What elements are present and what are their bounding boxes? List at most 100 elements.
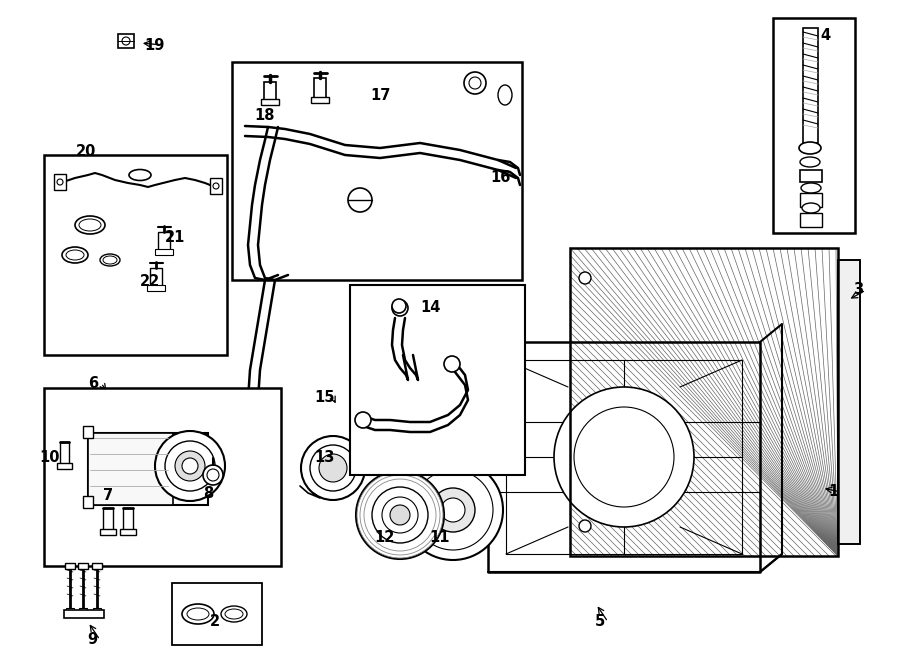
Bar xyxy=(83,496,93,508)
Ellipse shape xyxy=(129,169,151,180)
Text: 13: 13 xyxy=(315,451,335,465)
Circle shape xyxy=(319,454,347,482)
Text: 20: 20 xyxy=(76,145,96,159)
Ellipse shape xyxy=(464,72,486,94)
Ellipse shape xyxy=(801,183,821,193)
Bar xyxy=(210,178,222,194)
Circle shape xyxy=(207,469,219,481)
Bar xyxy=(570,248,838,556)
Ellipse shape xyxy=(799,142,821,154)
Ellipse shape xyxy=(75,216,105,234)
Ellipse shape xyxy=(66,250,84,260)
Ellipse shape xyxy=(62,247,88,263)
Text: 19: 19 xyxy=(145,38,166,52)
Bar xyxy=(83,426,93,438)
Text: 11: 11 xyxy=(430,531,450,545)
Text: 8: 8 xyxy=(202,485,213,500)
Text: 6: 6 xyxy=(88,375,98,391)
Bar xyxy=(800,170,822,182)
Circle shape xyxy=(213,183,219,189)
Bar xyxy=(232,62,522,280)
Circle shape xyxy=(203,465,223,485)
Bar xyxy=(103,508,113,530)
Bar xyxy=(350,285,525,475)
Circle shape xyxy=(554,387,694,527)
Text: 7: 7 xyxy=(103,488,113,502)
Bar xyxy=(150,268,162,286)
Bar xyxy=(147,285,165,291)
Circle shape xyxy=(355,412,371,428)
Ellipse shape xyxy=(100,254,120,266)
Bar xyxy=(60,442,69,464)
Circle shape xyxy=(579,520,591,532)
Ellipse shape xyxy=(79,219,101,231)
Bar xyxy=(800,213,822,227)
Bar xyxy=(44,388,281,566)
Circle shape xyxy=(382,497,418,533)
Bar xyxy=(92,563,102,569)
Bar xyxy=(100,529,116,535)
Circle shape xyxy=(579,272,591,284)
Ellipse shape xyxy=(103,256,117,264)
Circle shape xyxy=(444,356,460,372)
Circle shape xyxy=(175,451,205,481)
Text: 3: 3 xyxy=(853,282,863,297)
Circle shape xyxy=(122,37,130,45)
Bar xyxy=(65,563,75,569)
Bar xyxy=(78,563,88,569)
Circle shape xyxy=(244,399,262,417)
Bar xyxy=(311,97,329,103)
Bar xyxy=(803,28,818,143)
Bar xyxy=(800,193,822,207)
Bar xyxy=(44,155,227,355)
Text: 9: 9 xyxy=(87,633,97,648)
Ellipse shape xyxy=(247,436,259,444)
Text: 16: 16 xyxy=(490,169,510,184)
Circle shape xyxy=(390,505,410,525)
Text: 4: 4 xyxy=(820,28,830,42)
Ellipse shape xyxy=(182,604,214,624)
Text: 14: 14 xyxy=(419,301,440,315)
Ellipse shape xyxy=(498,85,512,105)
Bar xyxy=(66,608,74,613)
Bar xyxy=(261,99,279,105)
Bar xyxy=(773,18,855,233)
Bar xyxy=(54,174,66,190)
Text: 21: 21 xyxy=(165,231,185,245)
Circle shape xyxy=(431,488,475,532)
Bar xyxy=(264,82,276,100)
Circle shape xyxy=(182,458,198,474)
Bar xyxy=(123,508,133,530)
Circle shape xyxy=(392,300,408,316)
Circle shape xyxy=(413,470,493,550)
Circle shape xyxy=(165,441,215,491)
Text: 12: 12 xyxy=(374,531,395,545)
Ellipse shape xyxy=(800,157,820,167)
Circle shape xyxy=(403,460,503,560)
Bar xyxy=(64,610,104,618)
Circle shape xyxy=(348,188,372,212)
Circle shape xyxy=(356,471,444,559)
Bar xyxy=(158,232,170,250)
Circle shape xyxy=(392,299,406,313)
Circle shape xyxy=(301,436,365,500)
Bar xyxy=(57,463,72,469)
Circle shape xyxy=(155,431,225,501)
Text: 2: 2 xyxy=(210,615,220,629)
Ellipse shape xyxy=(802,203,820,213)
Text: 17: 17 xyxy=(370,87,391,102)
Bar xyxy=(838,260,860,544)
Bar xyxy=(79,608,87,613)
Circle shape xyxy=(396,304,404,312)
Bar xyxy=(314,78,326,98)
Text: 18: 18 xyxy=(255,108,275,122)
Circle shape xyxy=(310,445,356,491)
Text: 10: 10 xyxy=(40,451,60,465)
Circle shape xyxy=(441,498,465,522)
Bar xyxy=(570,248,838,556)
Bar xyxy=(118,34,134,48)
Ellipse shape xyxy=(469,77,481,89)
Ellipse shape xyxy=(221,606,247,622)
Text: 15: 15 xyxy=(315,391,335,405)
Bar xyxy=(120,529,136,535)
